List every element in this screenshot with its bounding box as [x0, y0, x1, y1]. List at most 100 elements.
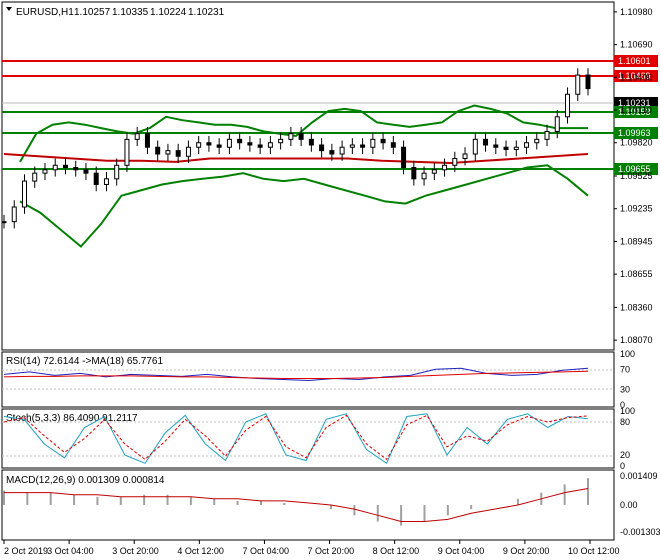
current-price-text: 1.10231	[618, 98, 651, 108]
rsi-panel[interactable]	[1, 351, 615, 408]
price-bar-body	[288, 133, 294, 140]
time-tick-label: 4 Oct 12:00	[177, 546, 224, 556]
high-value: 1.10335	[112, 7, 149, 18]
price-bar-body	[565, 93, 571, 118]
price-bar-body	[452, 158, 458, 166]
price-bar-body	[329, 150, 335, 155]
price-bar-body	[554, 116, 560, 132]
level-tag-5-text: 1.09655	[618, 164, 651, 174]
close-value: 1.10231	[188, 7, 225, 18]
price-bar-body	[585, 74, 591, 90]
price-bar-body	[411, 167, 417, 180]
moving-average-red	[3, 153, 589, 165]
price-bar-body	[442, 164, 448, 171]
price-bar-body	[401, 146, 407, 169]
level-tag-1-text: 1.10601	[618, 56, 651, 66]
price-bar-body	[534, 138, 540, 144]
price-bar-body	[103, 178, 109, 185]
macd-axis: 0.001409 0.00 -0.001303	[620, 471, 660, 537]
time-tick-label: 3 Oct 04:00	[47, 546, 94, 556]
price-bar-body	[206, 142, 212, 146]
price-bar-body	[165, 150, 171, 155]
price-bar-body	[493, 144, 499, 148]
price-bar-body	[226, 138, 232, 148]
price-bar-body	[196, 142, 202, 148]
rsi-tick-label: 100	[620, 349, 635, 359]
price-bar-body	[462, 153, 468, 160]
bollinger-lower-band	[19, 164, 589, 248]
macd-tick-label: 0.001409	[620, 471, 658, 481]
time-tick-label: 9 Oct 04:00	[438, 546, 485, 556]
time-tick-label: 10 Oct 12:00	[568, 546, 620, 556]
price-tick-label: 1.08360	[620, 302, 653, 312]
stoch-tick-label: 20	[620, 450, 630, 460]
price-bar-body	[503, 146, 509, 150]
price-bar-body	[237, 138, 243, 144]
macd-title: MACD(12,26,9) 0.001309 0.000814	[6, 475, 165, 486]
stoch-tick-label: 80	[620, 417, 630, 427]
price-bar-body	[216, 144, 222, 148]
price-bar-body	[73, 167, 79, 171]
price-bar-body	[524, 142, 530, 148]
price-tick-label: 1.09820	[620, 138, 653, 148]
level-tag-1	[614, 55, 658, 67]
price-bar-body	[1, 221, 7, 224]
price-bar-body	[257, 144, 263, 148]
time-tick-label: 7 Oct 20:00	[308, 546, 355, 556]
price-bar-body	[247, 142, 253, 146]
price-tick-label: 1.10690	[620, 40, 653, 50]
rsi-tick-label: 30	[620, 385, 630, 395]
price-bar-body	[52, 164, 58, 171]
time-axis: 2 Oct 2019 3 Oct 04:00 3 Oct 20:00 4 Oct 12…	[3, 540, 620, 556]
price-bar-body	[390, 142, 396, 148]
stoch-tick-label: 0	[620, 461, 625, 471]
symbol-label: EURUSD,H1	[16, 7, 74, 18]
bollinger-upper-band	[19, 104, 588, 163]
price-tick-label: 1.08655	[620, 269, 653, 279]
stoch-tick-label: 100	[620, 406, 635, 416]
price-bar-body	[308, 138, 314, 146]
level-tag-2-text: 1.10469	[618, 71, 651, 81]
time-tick-label: 7 Oct 04:00	[242, 546, 289, 556]
rsi-tick-label: 0	[620, 400, 625, 410]
price-bar-body	[155, 146, 161, 155]
price-tick-label: 1.09525	[620, 171, 653, 181]
open-value: 1.10257	[74, 7, 111, 18]
price-bar-body	[472, 138, 478, 155]
stoch-signal-line	[3, 414, 589, 461]
price-bar-body	[431, 169, 437, 174]
price-tick-label: 1.10110	[620, 105, 652, 115]
rsi-ma-line	[3, 370, 589, 379]
collapse-arrow-icon[interactable]	[6, 7, 12, 11]
macd-tick-label: -0.001303	[620, 527, 660, 537]
price-tick-label: 1.08945	[620, 236, 653, 246]
level-tag-4	[614, 127, 658, 139]
time-tick-label: 3 Oct 20:00	[112, 546, 159, 556]
price-bar-body	[513, 146, 519, 150]
price-bar-body	[278, 138, 284, 144]
price-bar-body	[380, 138, 386, 144]
stoch-title: Stoch(5,3,3) 86.4090 91.2117	[6, 413, 138, 424]
price-bar-body	[134, 133, 140, 140]
macd-panel[interactable]	[1, 469, 615, 541]
level-tag-5	[614, 163, 658, 175]
price-tick-label: 1.10400	[620, 72, 653, 82]
price-bar-body	[83, 169, 89, 174]
price-bar-body	[575, 74, 581, 95]
price-tick-label: 1.09235	[620, 204, 653, 214]
price-bar-body	[114, 164, 120, 180]
price-bar-body	[483, 138, 489, 146]
price-bar-body	[42, 169, 48, 174]
price-bar-body	[11, 206, 17, 223]
price-bar-body	[319, 144, 325, 152]
low-value: 1.10224	[150, 7, 187, 18]
price-bar-body	[544, 130, 550, 140]
price-bar-body	[185, 146, 191, 157]
price-bar-body	[298, 133, 304, 140]
stoch-panel[interactable]	[1, 408, 615, 469]
price-bar-body	[21, 180, 27, 208]
macd-signal-line	[4, 488, 589, 522]
